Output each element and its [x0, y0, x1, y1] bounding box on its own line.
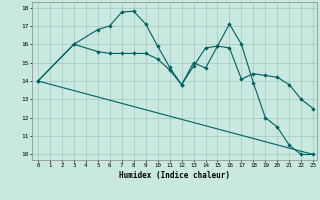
X-axis label: Humidex (Indice chaleur): Humidex (Indice chaleur): [119, 171, 230, 180]
